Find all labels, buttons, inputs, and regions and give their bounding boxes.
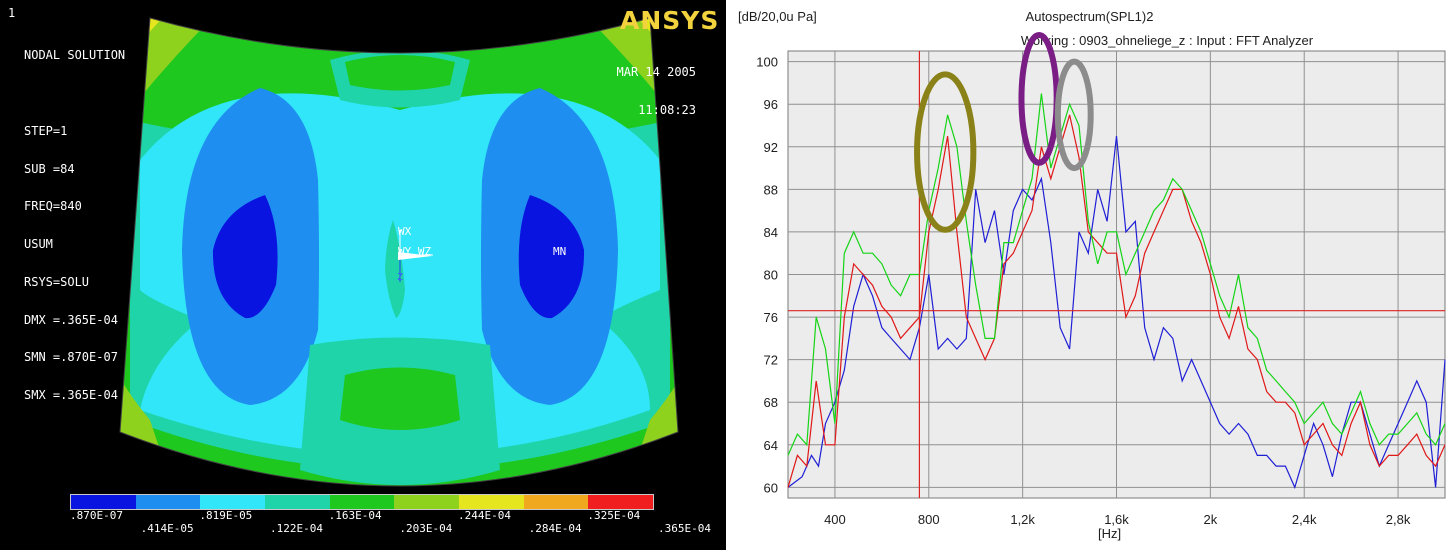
y-tick-label: 64: [764, 438, 778, 453]
series-line-1: [787, 136, 1446, 490]
x-axis-label: [Hz]: [1098, 526, 1121, 541]
axis-triad-marker: [398, 252, 432, 260]
legend-tick-top: .870E-07: [70, 509, 123, 522]
annotation-ellipse: [1054, 58, 1094, 172]
x-tick-label: 2,8k: [1386, 512, 1411, 527]
y-tick-label: 80: [764, 268, 778, 283]
x-tick-label: 1,2k: [1010, 512, 1035, 527]
series-line-3: [787, 93, 1446, 456]
ansys-logo: ANSYS: [620, 6, 720, 35]
info-line: FREQ=840: [24, 199, 82, 214]
x-tick-label: 400: [824, 512, 846, 527]
solution-timestamp: MAR 14 2005 11:08:23: [617, 41, 696, 142]
legend-tick-bottom: .203E-04: [399, 522, 453, 535]
spectrum-chart: 60 64 68 72 76 80 84 88 92 96 100 400 800 1,2k 1,6k 2k 2…: [756, 32, 1446, 541]
legend-swatch: [135, 495, 201, 509]
x-tick-label: 2,4k: [1292, 512, 1317, 527]
info-line: NODAL SOLUTION: [24, 48, 126, 63]
chart-subtitle: Working : 0903_ohneliege_z : Input : FFT…: [1020, 33, 1314, 48]
info-line: USUM: [24, 237, 53, 252]
legend-tick-bottom: .284E-04: [528, 522, 582, 535]
y-tick-label: 92: [764, 140, 778, 155]
info-line: SUB =84: [24, 161, 75, 176]
solution-info: NODAL SOLUTION STEP=1 SUB =84 FREQ=840 U…: [24, 24, 125, 427]
band-center-strip: [385, 220, 405, 318]
axis-label-wx: WX: [398, 225, 412, 238]
plate-outline: [119, 17, 679, 487]
band-green-center: [340, 367, 460, 430]
legend-swatch: [588, 495, 654, 509]
spectrum-panel: [dB/20,0u Pa] Autospectrum(SPL1)2 Workin…: [727, 0, 1452, 550]
legend-swatch: [265, 495, 330, 509]
min-marker-label: MN: [553, 245, 567, 258]
info-line: DMX =.365E-04: [24, 312, 118, 327]
legend-tick-top: .325E-04: [587, 509, 641, 522]
y-tick-label: 76: [764, 310, 778, 325]
axis-label-wy-wz: WY WZ: [398, 245, 432, 258]
legend-swatch: [394, 495, 460, 509]
info-line: [24, 87, 125, 100]
info-line: RSYS=SOLU: [24, 274, 90, 289]
legend-swatch: [71, 495, 136, 509]
legend-swatch: [200, 495, 266, 509]
legend-tick-top: .819E-05: [199, 509, 253, 522]
axis-label-z: Z: [397, 272, 404, 283]
legend-tick-bottom: .365E-04: [658, 522, 711, 535]
y-tick-label: 96: [764, 97, 778, 112]
series-line-2: [787, 114, 1446, 488]
info-line: SMX =.365E-04: [24, 388, 118, 403]
legend-swatch: [329, 495, 395, 509]
y-tick-label: 100: [756, 55, 778, 70]
fea-contour-plot: [119, 17, 679, 487]
info-line: SMN =.870E-07: [24, 350, 118, 365]
y-axis-unit-label: [dB/20,0u Pa]: [738, 9, 817, 24]
legend-swatch: [459, 495, 524, 509]
legend-swatch: [523, 495, 589, 509]
x-tick-label: 2k: [1203, 512, 1217, 527]
y-tick-label: 88: [764, 182, 778, 197]
window-number: 1: [8, 6, 16, 20]
legend-tick-bottom: .414E-05: [140, 522, 194, 535]
legend-tick-top: .163E-04: [328, 509, 382, 522]
solution-time: 11:08:23: [638, 102, 696, 117]
annotation-ellipse: [914, 71, 977, 233]
y-tick-label: 84: [764, 225, 778, 240]
band-dark-blue-left: [212, 195, 278, 319]
y-tick-label: 60: [764, 480, 778, 495]
x-tick-label: 1,6k: [1104, 512, 1129, 527]
contour-legend-bar: [70, 494, 654, 510]
info-line: STEP=1: [24, 123, 68, 138]
chart-title: Autospectrum(SPL1)2: [1025, 9, 1154, 24]
legend-tick-bottom: .122E-04: [270, 522, 323, 535]
legend-tick-top: .244E-04: [458, 509, 511, 522]
fea-panel: 1 ANSYS NODAL SOLUTION STEP=1 SUB =84 FR…: [0, 0, 726, 550]
y-tick-label: 72: [764, 353, 778, 368]
band-dark-blue-right: [518, 195, 585, 319]
x-tick-label: 800: [918, 512, 940, 527]
y-tick-label: 68: [764, 395, 778, 410]
solution-date: MAR 14 2005: [616, 65, 696, 80]
band-green-top: [345, 55, 455, 91]
